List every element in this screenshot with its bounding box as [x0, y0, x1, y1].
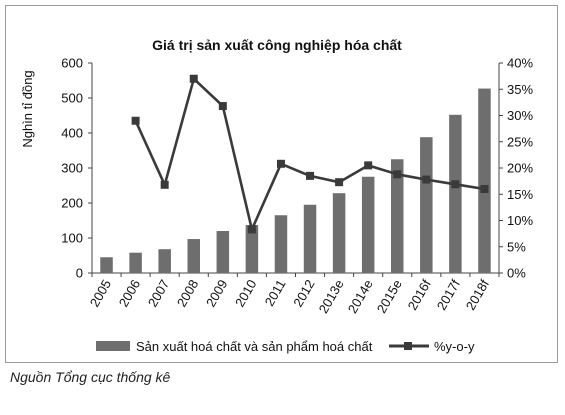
- legend-label-line: %y-o-y: [434, 339, 475, 354]
- x-tick-label: 2005: [87, 277, 114, 310]
- x-tick-label: 2014e: [345, 277, 376, 316]
- y2-tick-label: 40%: [507, 56, 533, 71]
- legend-swatch-bar: [96, 341, 130, 351]
- chart-title: Giá trị sản xuất công nghiệp hóa chất: [152, 37, 402, 53]
- line-point: [131, 116, 140, 125]
- y-tick-label: 400: [61, 126, 83, 141]
- bar: [158, 249, 171, 273]
- bar: [216, 231, 230, 273]
- line-point: [218, 102, 227, 111]
- x-tick-label: 2006: [116, 277, 143, 310]
- line-point: [189, 74, 198, 83]
- y2-tick-label: 25%: [507, 134, 533, 149]
- line-point: [276, 159, 285, 168]
- bar: [332, 193, 346, 273]
- chart-frame: Giá trị sản xuất công nghiệp hóa chất Ng…: [5, 5, 558, 363]
- line-point: [422, 175, 431, 184]
- x-tick-label: 2015e: [374, 277, 405, 316]
- y-axis-label: Nghìn tỉ đồng: [20, 70, 35, 147]
- y-tick-label: 0: [76, 266, 83, 281]
- x-tick-label: 2017f: [434, 277, 463, 313]
- bar: [129, 252, 142, 273]
- line-point: [451, 180, 460, 189]
- y2-tick-label: 10%: [507, 213, 533, 228]
- y-tick-label: 600: [61, 56, 83, 71]
- y2-tick-label: 30%: [507, 108, 533, 123]
- bar: [361, 176, 375, 273]
- bar: [245, 225, 259, 273]
- x-tick-label: 2018f: [463, 277, 492, 313]
- line-point: [364, 161, 373, 170]
- line-point: [335, 178, 344, 187]
- x-tick-label: 2009: [203, 277, 230, 310]
- legend: Sản xuất hoá chất và sản phẩm hoá chất %y…: [96, 339, 475, 354]
- y-tick-label: 100: [61, 231, 83, 246]
- combo-chart: Giá trị sản xuất công nghiệp hóa chất Ng…: [20, 37, 533, 354]
- y2-tick-label: 35%: [507, 82, 533, 97]
- y2-tick-label: 0%: [507, 266, 526, 281]
- bar: [390, 159, 404, 273]
- x-tick-label: 2007: [145, 277, 172, 310]
- legend-label-bar: Sản xuất hoá chất và sản phẩm hoá chất: [136, 339, 373, 354]
- line-point: [393, 170, 402, 179]
- line-point: [480, 185, 489, 193]
- y-tick-label: 200: [61, 196, 83, 211]
- x-tick-label: 2013e: [316, 277, 347, 316]
- bar: [100, 257, 113, 273]
- y2-tick-label: 20%: [507, 161, 533, 176]
- y-tick-label: 500: [61, 91, 83, 106]
- x-tick-label: 2008: [174, 277, 201, 310]
- bar: [274, 215, 288, 273]
- bar: [449, 114, 462, 273]
- y-tick-label: 300: [61, 161, 83, 176]
- line-point: [247, 225, 256, 234]
- bar: [420, 137, 433, 273]
- y2-tick-label: 5%: [507, 239, 526, 254]
- line-point: [160, 180, 169, 189]
- x-tick-label: 2016f: [405, 277, 434, 313]
- source-note: Nguồn Tổng cục thống kê: [10, 369, 171, 385]
- legend-swatch-marker: [404, 342, 412, 350]
- x-tick-label: 2012: [290, 277, 317, 310]
- x-tick-label: 2011: [262, 277, 289, 309]
- plot-area: 0 100 200 300 400 500 600 0% 5% 10% 15% 20% 25% 30% 35…: [61, 56, 533, 316]
- bar: [303, 204, 317, 273]
- x-tick-label: 2010: [232, 277, 259, 310]
- bar: [478, 88, 491, 273]
- bar: [187, 239, 201, 273]
- line-point: [306, 171, 315, 180]
- y2-tick-label: 15%: [507, 187, 533, 202]
